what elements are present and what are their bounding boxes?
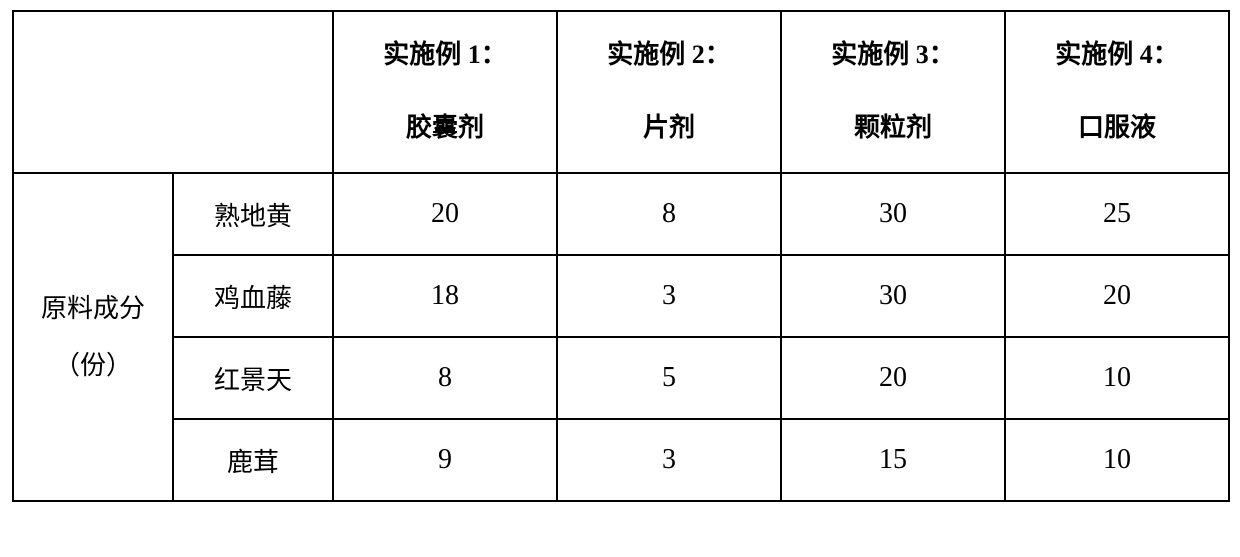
- row-group-label: 原料成分 （份）: [13, 173, 173, 501]
- table-row: 原料成分 （份） 熟地黄 20 8 30 25: [13, 173, 1229, 255]
- ingredient-value: 20: [333, 173, 557, 255]
- ingredient-value: 20: [781, 337, 1005, 419]
- header-blank: [13, 11, 333, 173]
- table-row: 鹿茸 9 3 15 10: [13, 419, 1229, 501]
- ingredient-name: 鹿茸: [173, 419, 333, 501]
- ingredient-value: 30: [781, 255, 1005, 337]
- ingredient-value: 15: [781, 419, 1005, 501]
- ingredient-value: 5: [557, 337, 781, 419]
- ingredient-name: 鸡血藤: [173, 255, 333, 337]
- header-col-3: 实施例 3： 颗粒剂: [781, 11, 1005, 173]
- header-col-2: 实施例 2： 片剂: [557, 11, 781, 173]
- table-row: 鸡血藤 18 3 30 20: [13, 255, 1229, 337]
- ingredient-value: 18: [333, 255, 557, 337]
- header-col-4-line1: 实施例 4：: [1006, 19, 1228, 92]
- ingredient-value: 10: [1005, 419, 1229, 501]
- group-label-line2: （份）: [14, 337, 172, 394]
- ingredients-table: 实施例 1： 胶囊剂 实施例 2： 片剂 实施例 3： 颗粒剂 实施例 4： 口…: [12, 10, 1230, 502]
- header-col-2-line2: 片剂: [558, 92, 780, 165]
- ingredient-value: 25: [1005, 173, 1229, 255]
- ingredient-value: 9: [333, 419, 557, 501]
- ingredient-value: 3: [557, 419, 781, 501]
- ingredient-value: 30: [781, 173, 1005, 255]
- ingredient-value: 8: [557, 173, 781, 255]
- header-col-1-line2: 胶囊剂: [334, 92, 556, 165]
- header-col-1-line1: 实施例 1：: [334, 19, 556, 92]
- header-col-1: 实施例 1： 胶囊剂: [333, 11, 557, 173]
- header-col-4-line2: 口服液: [1006, 92, 1228, 165]
- table-container: 实施例 1： 胶囊剂 实施例 2： 片剂 实施例 3： 颗粒剂 实施例 4： 口…: [0, 0, 1240, 512]
- ingredient-name: 熟地黄: [173, 173, 333, 255]
- group-label-line1: 原料成分: [14, 280, 172, 337]
- ingredient-value: 3: [557, 255, 781, 337]
- table-header-row: 实施例 1： 胶囊剂 实施例 2： 片剂 实施例 3： 颗粒剂 实施例 4： 口…: [13, 11, 1229, 173]
- header-col-2-line1: 实施例 2：: [558, 19, 780, 92]
- ingredient-value: 8: [333, 337, 557, 419]
- ingredient-value: 10: [1005, 337, 1229, 419]
- header-col-3-line2: 颗粒剂: [782, 92, 1004, 165]
- ingredient-name: 红景天: [173, 337, 333, 419]
- ingredient-value: 20: [1005, 255, 1229, 337]
- table-row: 红景天 8 5 20 10: [13, 337, 1229, 419]
- header-col-3-line1: 实施例 3：: [782, 19, 1004, 92]
- header-col-4: 实施例 4： 口服液: [1005, 11, 1229, 173]
